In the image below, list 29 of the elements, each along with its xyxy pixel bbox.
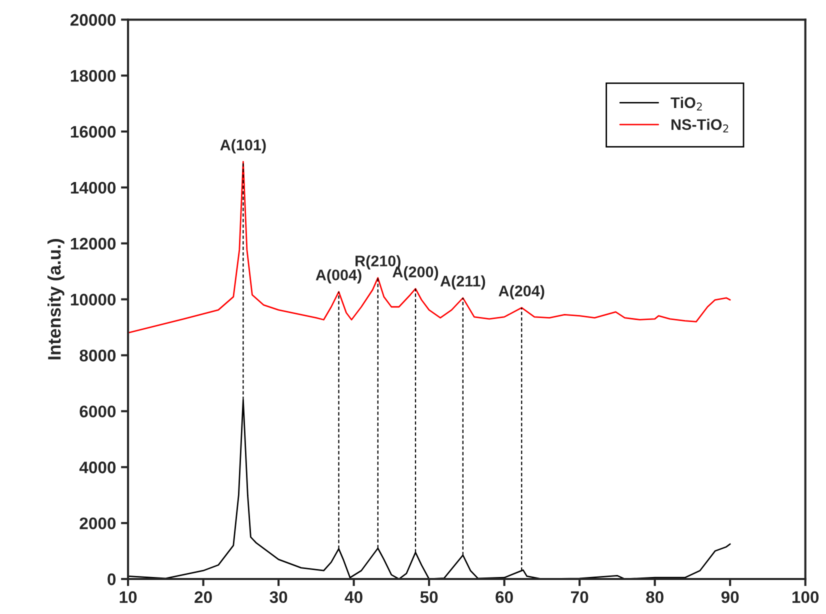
y-tick-label: 12000 xyxy=(70,238,116,250)
y-tick-label: 0 xyxy=(108,573,116,586)
line-series xyxy=(128,161,731,334)
x-tick-label: 40 xyxy=(344,591,362,604)
x-tick-label: 20 xyxy=(194,591,212,604)
y-tick-label: 20000 xyxy=(70,14,116,26)
annotation: A(004) xyxy=(316,269,362,284)
y-tick-label: 8000 xyxy=(80,350,116,362)
x-tick-label: 80 xyxy=(646,591,664,604)
annotation: A(204) xyxy=(498,285,544,300)
x-tick-label: 90 xyxy=(721,591,739,604)
legend-label: NS-TiO$_{2}$ xyxy=(672,118,728,132)
legend-label: TiO$_{2}$ xyxy=(670,96,702,110)
y-tick-label: 6000 xyxy=(80,406,116,418)
x-tick-label: 10 xyxy=(120,591,137,604)
y-tick-label: 16000 xyxy=(70,126,116,138)
annotation: A(211) xyxy=(440,275,486,290)
y-tick-label: 4000 xyxy=(79,462,116,474)
y-tick-label: 10000 xyxy=(70,294,116,306)
y-axis-title: Intensity (a.u.) xyxy=(47,239,64,360)
x-tick-label: 60 xyxy=(496,591,513,604)
x-tick-label: 70 xyxy=(571,591,588,604)
x-tick-label: 100 xyxy=(792,591,819,604)
x-tick-label: 30 xyxy=(270,591,288,604)
annotation: A(101) xyxy=(220,139,266,154)
y-tick-label: 14000 xyxy=(70,182,116,194)
y-tick-label: 2000 xyxy=(80,517,116,530)
y-tick-label: 18000 xyxy=(70,70,116,82)
x-tick-label: 50 xyxy=(420,591,438,604)
